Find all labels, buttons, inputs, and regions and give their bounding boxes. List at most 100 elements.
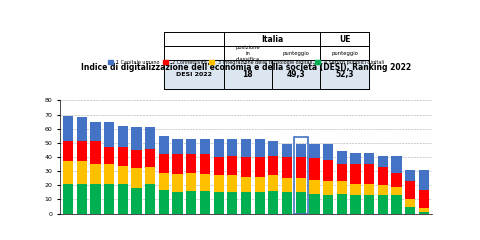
Text: UE: UE <box>339 35 350 44</box>
Bar <box>268 191 278 214</box>
Bar <box>145 149 156 167</box>
Bar <box>145 127 156 149</box>
Bar <box>132 150 142 168</box>
Bar <box>186 154 196 173</box>
Bar <box>378 156 388 167</box>
Bar <box>63 184 73 214</box>
Bar <box>172 139 183 154</box>
Bar <box>77 141 87 161</box>
Bar <box>159 190 169 214</box>
Bar <box>227 139 238 156</box>
Bar <box>172 174 183 192</box>
Bar <box>419 190 429 208</box>
Bar <box>391 187 402 195</box>
Bar <box>172 154 183 174</box>
Bar <box>241 157 251 177</box>
Bar <box>90 122 101 141</box>
Bar <box>63 141 73 161</box>
Bar <box>296 192 306 214</box>
Bar <box>118 184 128 214</box>
Bar <box>282 192 292 214</box>
Bar <box>200 154 210 174</box>
Bar <box>336 164 347 181</box>
Bar <box>391 173 402 187</box>
Bar <box>132 188 142 214</box>
Bar <box>364 153 374 164</box>
Bar <box>104 164 114 184</box>
Bar <box>132 168 142 188</box>
Bar <box>282 144 292 157</box>
Bar <box>254 192 265 214</box>
Bar <box>214 157 224 175</box>
Text: 52,3: 52,3 <box>336 70 354 79</box>
Bar <box>118 126 128 147</box>
Bar <box>159 154 169 173</box>
Bar <box>419 170 429 190</box>
Bar <box>391 195 402 214</box>
Bar <box>282 178 292 192</box>
Bar <box>90 141 101 164</box>
Bar <box>323 144 333 160</box>
Bar <box>296 144 306 157</box>
Bar <box>186 139 196 154</box>
Bar <box>336 181 347 194</box>
Text: punteggio: punteggio <box>283 51 310 56</box>
Bar <box>241 139 251 157</box>
Bar <box>378 167 388 185</box>
Bar <box>77 161 87 184</box>
Bar <box>309 144 320 158</box>
Bar <box>323 195 333 214</box>
Text: posizione
in
classifica: posizione in classifica <box>236 45 260 62</box>
Bar <box>405 207 415 214</box>
Bar <box>350 184 360 195</box>
Bar <box>214 175 224 192</box>
Bar <box>90 184 101 214</box>
Bar <box>282 157 292 178</box>
Bar <box>200 191 210 214</box>
Bar <box>254 177 265 192</box>
Bar <box>405 170 415 181</box>
Bar <box>104 122 114 147</box>
Bar <box>378 185 388 195</box>
Bar <box>309 180 320 194</box>
Bar <box>323 181 333 195</box>
Bar <box>364 184 374 195</box>
Bar <box>77 117 87 141</box>
Bar <box>159 136 169 154</box>
Bar <box>268 141 278 156</box>
Bar <box>186 173 196 191</box>
Bar <box>419 212 429 214</box>
Bar <box>391 156 402 173</box>
Bar <box>164 60 369 89</box>
Title: Indice di digitalizzazione dell'economia e della società (DESI), Ranking 2022: Indice di digitalizzazione dell'economia… <box>81 63 411 72</box>
Bar <box>241 177 251 192</box>
Bar <box>172 192 183 214</box>
Legend: 1 Capitale umano, 2 Connettività, 3 Integrazione delle tecnologie digitali, 4 Se: 1 Capitale umano, 2 Connettività, 3 Inte… <box>106 58 386 66</box>
Bar <box>405 181 415 199</box>
Bar <box>145 184 156 214</box>
Bar <box>145 167 156 184</box>
Bar <box>104 147 114 164</box>
Bar <box>296 157 306 178</box>
Bar <box>214 139 224 157</box>
Bar <box>405 199 415 207</box>
Bar <box>309 194 320 214</box>
Text: 18: 18 <box>242 70 253 79</box>
Bar <box>227 156 238 175</box>
Bar <box>200 174 210 191</box>
Bar <box>336 151 347 164</box>
Bar <box>63 116 73 141</box>
Bar <box>227 192 238 214</box>
Bar <box>268 156 278 175</box>
Bar <box>200 139 210 154</box>
Bar <box>63 161 73 184</box>
Bar <box>118 166 128 184</box>
Bar <box>294 137 308 214</box>
Bar <box>104 184 114 214</box>
Bar <box>254 157 265 177</box>
Bar <box>268 175 278 191</box>
Bar <box>296 178 306 192</box>
Bar <box>214 192 224 214</box>
Bar <box>186 191 196 214</box>
Bar <box>132 127 142 150</box>
